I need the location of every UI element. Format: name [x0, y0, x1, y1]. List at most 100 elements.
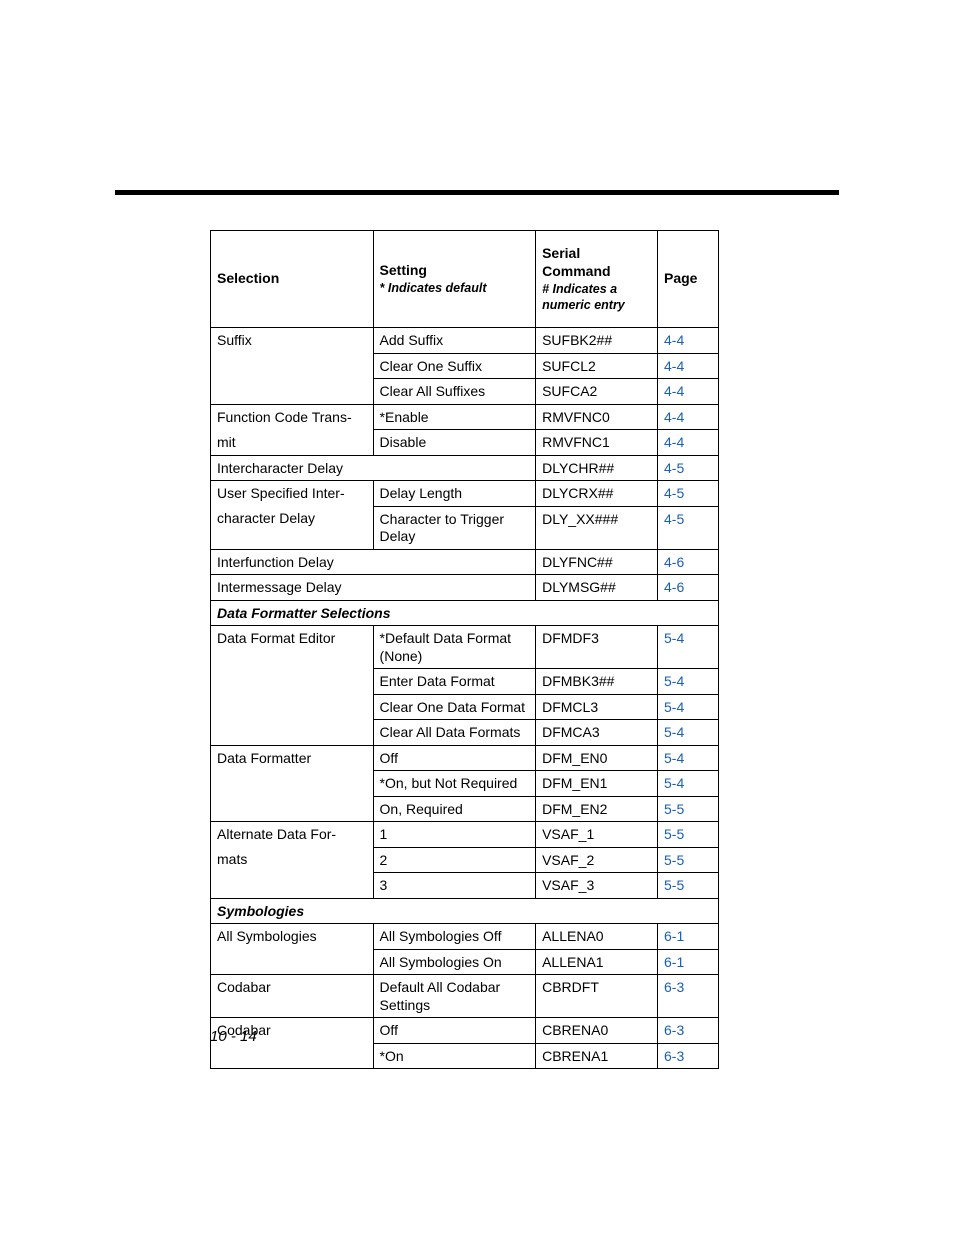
cell-command: VSAF_3 — [536, 873, 658, 899]
cell-page-link[interactable]: 6-3 — [658, 975, 719, 1018]
cell-selection-empty — [211, 1043, 374, 1069]
cell-page-link[interactable]: 6-3 — [658, 1018, 719, 1044]
cell-command: SUFCL2 — [536, 353, 658, 379]
cell-setting: *On, but Not Required — [373, 771, 536, 797]
page-number: 10 - 14 — [210, 1028, 257, 1045]
table-row: Data Formatter Off DFM_EN0 5-4 — [211, 745, 719, 771]
cell-page-link[interactable]: 4-5 — [658, 455, 719, 481]
cell-command: DFM_EN0 — [536, 745, 658, 771]
cell-setting: 2 — [373, 847, 536, 873]
cell-command: DLYFNC## — [536, 549, 658, 575]
table-row: Intermessage Delay DLYMSG## 4-6 — [211, 575, 719, 601]
table-row: Suffix Add Suffix SUFBK2## 4-4 — [211, 328, 719, 354]
col-setting-title: Setting — [380, 262, 427, 278]
section-header: Symbologies — [211, 898, 719, 924]
cell-command: SUFBK2## — [536, 328, 658, 354]
cell-selection-empty — [211, 694, 374, 720]
cell-page-link[interactable]: 5-5 — [658, 822, 719, 848]
table-row: Enter Data Format DFMBK3## 5-4 — [211, 669, 719, 695]
table-row: Data Format Editor *Default Data Format … — [211, 626, 719, 669]
section-header: Data Formatter Selections — [211, 600, 719, 626]
cell-selection-empty — [211, 949, 374, 975]
cell-page-link[interactable]: 5-4 — [658, 694, 719, 720]
table-row: On, Required DFM_EN2 5-5 — [211, 796, 719, 822]
cell-selection: character Delay — [211, 506, 374, 549]
cell-page-link[interactable]: 4-6 — [658, 549, 719, 575]
horizontal-rule — [115, 190, 839, 195]
cell-command: CBRDFT — [536, 975, 658, 1018]
col-selection: Selection — [211, 231, 374, 328]
cell-page-link[interactable]: 4-5 — [658, 481, 719, 507]
table-header-row: Selection Setting * Indicates default Se… — [211, 231, 719, 328]
cell-page-link[interactable]: 4-4 — [658, 328, 719, 354]
cell-selection: Codabar — [211, 975, 374, 1018]
cell-page-link[interactable]: 5-4 — [658, 626, 719, 669]
cell-page-link[interactable]: 4-6 — [658, 575, 719, 601]
cell-page-link[interactable]: 4-5 — [658, 506, 719, 549]
cell-selection: mit — [211, 430, 374, 456]
cell-selection-empty — [211, 353, 374, 379]
cell-setting: On, Required — [373, 796, 536, 822]
cell-selection-empty — [211, 771, 374, 797]
cell-setting: All Symbologies Off — [373, 924, 536, 950]
cell-command: RMVFNC1 — [536, 430, 658, 456]
cell-page-link[interactable]: 6-1 — [658, 924, 719, 950]
cell-setting: Off — [373, 1018, 536, 1044]
cell-command: RMVFNC0 — [536, 404, 658, 430]
cell-setting: Enter Data Format — [373, 669, 536, 695]
cell-setting: 1 — [373, 822, 536, 848]
table-row: character Delay Character to Trigger Del… — [211, 506, 719, 549]
cell-selection: Intermessage Delay — [211, 575, 536, 601]
cell-setting: *On — [373, 1043, 536, 1069]
cell-page-link[interactable]: 6-3 — [658, 1043, 719, 1069]
table-row: Clear One Suffix SUFCL2 4-4 — [211, 353, 719, 379]
cell-selection: Intercharacter Delay — [211, 455, 536, 481]
cell-page-link[interactable]: 5-5 — [658, 847, 719, 873]
table-row: Codabar Off CBRENA0 6-3 — [211, 1018, 719, 1044]
cell-page-link[interactable]: 5-5 — [658, 873, 719, 899]
table-row: *On, but Not Required DFM_EN1 5-4 — [211, 771, 719, 797]
cell-setting: Character to Trigger Delay — [373, 506, 536, 549]
table-container: Selection Setting * Indicates default Se… — [210, 230, 719, 1069]
cell-selection-empty — [211, 720, 374, 746]
cell-command: ALLENA1 — [536, 949, 658, 975]
section-header-row: Data Formatter Selections — [211, 600, 719, 626]
cell-page-link[interactable]: 4-4 — [658, 379, 719, 405]
page: Selection Setting * Indicates default Se… — [0, 0, 954, 1235]
cell-selection: Suffix — [211, 328, 374, 354]
table-row: All Symbologies All Symbologies Off ALLE… — [211, 924, 719, 950]
cell-selection: Data Formatter — [211, 745, 374, 771]
cell-command: CBRENA0 — [536, 1018, 658, 1044]
table-row: Clear All Suffixes SUFCA2 4-4 — [211, 379, 719, 405]
cell-page-link[interactable]: 6-1 — [658, 949, 719, 975]
cell-setting: *Default Data Format (None) — [373, 626, 536, 669]
cell-selection-empty — [211, 873, 374, 899]
cell-command: DLYMSG## — [536, 575, 658, 601]
cell-selection: All Symbologies — [211, 924, 374, 950]
cell-page-link[interactable]: 5-5 — [658, 796, 719, 822]
cell-selection-empty — [211, 796, 374, 822]
cell-page-link[interactable]: 5-4 — [658, 669, 719, 695]
cell-selection-empty — [211, 669, 374, 695]
table-row: Clear One Data Format DFMCL3 5-4 — [211, 694, 719, 720]
cell-page-link[interactable]: 4-4 — [658, 353, 719, 379]
cell-setting: Default All Codabar Settings — [373, 975, 536, 1018]
cell-command: DFMBK3## — [536, 669, 658, 695]
cell-page-link[interactable]: 5-4 — [658, 771, 719, 797]
reference-table: Selection Setting * Indicates default Se… — [210, 230, 719, 1069]
cell-command: SUFCA2 — [536, 379, 658, 405]
cell-selection: mats — [211, 847, 374, 873]
section-header-row: Symbologies — [211, 898, 719, 924]
table-row: Interfunction Delay DLYFNC## 4-6 — [211, 549, 719, 575]
cell-command: DLY_XX### — [536, 506, 658, 549]
cell-page-link[interactable]: 4-4 — [658, 430, 719, 456]
cell-command: DLYCRX## — [536, 481, 658, 507]
cell-page-link[interactable]: 5-4 — [658, 745, 719, 771]
cell-page-link[interactable]: 4-4 — [658, 404, 719, 430]
table-row: Clear All Data Formats DFMCA3 5-4 — [211, 720, 719, 746]
cell-setting: *Enable — [373, 404, 536, 430]
table-row: *On CBRENA1 6-3 — [211, 1043, 719, 1069]
table-row: Intercharacter Delay DLYCHR## 4-5 — [211, 455, 719, 481]
cell-command: DLYCHR## — [536, 455, 658, 481]
cell-page-link[interactable]: 5-4 — [658, 720, 719, 746]
